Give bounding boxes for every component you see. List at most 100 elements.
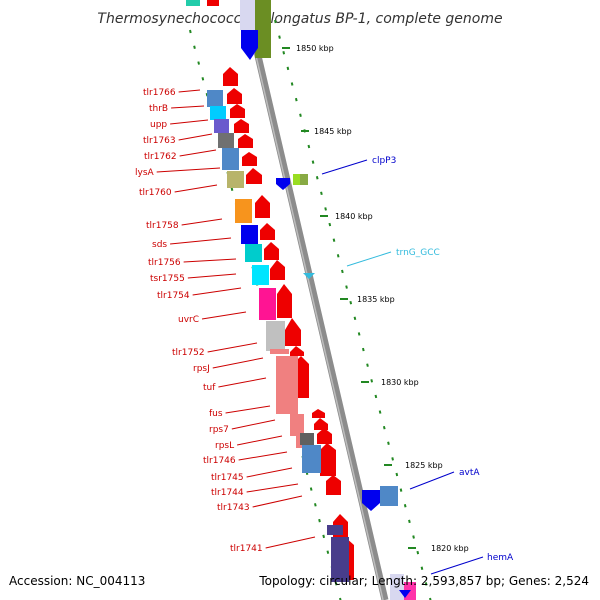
gene-arrow: [242, 152, 257, 166]
reverse-gene-arrow: [399, 590, 411, 598]
label-leader-line: [212, 357, 264, 369]
track-dot: [334, 581, 338, 586]
gene-arrow: [223, 67, 238, 86]
gene-label-clpP3: clpP3: [372, 156, 396, 166]
category-box: [270, 349, 289, 354]
gene-label-tlr1758: tlr1758: [146, 221, 179, 231]
gene-label-uvrC: uvrC: [178, 315, 199, 325]
track-dot: [278, 35, 281, 39]
gene-label-tuf: tuf: [203, 383, 216, 393]
gene-label-avtA: avtA: [459, 468, 480, 478]
gene-label-lysA: lysA: [135, 168, 155, 178]
label-leader-line: [238, 451, 288, 461]
gene-block: [207, 0, 219, 6]
track-dot: [326, 550, 330, 554]
gene-label-tlr1741: tlr1741: [230, 544, 263, 554]
track-dot: [370, 379, 374, 383]
category-box: [227, 171, 244, 188]
track-dot: [357, 332, 361, 336]
track-dot: [193, 45, 196, 50]
label-leader-line: [192, 287, 242, 296]
label-leader-line: [246, 483, 299, 493]
track-dot: [299, 113, 302, 117]
gene-label-tlr1756: tlr1756: [148, 258, 181, 268]
category-box: [218, 133, 234, 148]
reverse-gene-arrow: [276, 178, 290, 190]
track-dot: [332, 238, 336, 242]
category-box: [302, 445, 321, 473]
category-box: [300, 433, 314, 445]
track-dot: [391, 457, 394, 461]
track-dot: [366, 363, 369, 367]
label-leader-line: [207, 342, 258, 353]
category-box: [266, 321, 285, 351]
label-leader-line: [246, 467, 293, 478]
kbp-ruler: 1850 kbp 1845 kbp 1840 kbp 1835 kbp 1830…: [282, 44, 469, 553]
label-leader-line: [170, 237, 232, 245]
category-box: [327, 525, 343, 535]
top-features: [186, 0, 271, 60]
genome-backbone: [241, 0, 389, 600]
label-leader-line: [265, 536, 316, 549]
track-dot: [282, 51, 286, 55]
gene-label-rps7: rps7: [209, 425, 229, 435]
track-dot: [286, 66, 290, 71]
track-dot: [294, 97, 298, 102]
outer-dotted-track: [274, 19, 432, 600]
track-dot: [315, 175, 319, 180]
label-leader-line: [156, 167, 221, 173]
track-dot: [420, 566, 424, 570]
category-box: [259, 288, 276, 320]
gene-arrow: [260, 223, 275, 240]
map-title: Thermosynechococcus elongatus BP-1, comp…: [97, 11, 502, 27]
gene-label-tlr1752: tlr1752: [172, 348, 205, 358]
label-leader-line: [178, 89, 201, 93]
ruler-label: 1840 kbp: [335, 212, 373, 221]
label-leader-line: [171, 105, 205, 109]
ruler-label: 1850 kbp: [296, 44, 334, 53]
label-leader-line: [201, 311, 247, 320]
gene-arrow: [264, 242, 279, 260]
gene-label-tlr1745: tlr1745: [211, 473, 244, 483]
track-dot: [345, 285, 348, 289]
gene-arrow: [255, 195, 270, 218]
gene-label-tlr1743: tlr1743: [217, 503, 250, 513]
ruler-label: 1830 kbp: [381, 378, 419, 387]
track-dot: [361, 347, 365, 352]
ruler-label: 1820 kbp: [431, 544, 469, 553]
track-dot: [307, 144, 311, 149]
gene-arrow: [270, 260, 285, 280]
gene-label-sds: sds: [152, 240, 167, 250]
label-leader-line: [225, 405, 271, 414]
track-dot: [230, 187, 234, 192]
gene-arrow: [230, 104, 245, 118]
track-dot: [378, 410, 382, 414]
track-dot: [424, 582, 428, 586]
gene-arrow: [285, 318, 301, 346]
track-dot: [189, 29, 192, 34]
ruler-label: 1845 kbp: [314, 127, 352, 136]
ruler-label: 1835 kbp: [357, 295, 395, 304]
track-dot: [201, 77, 205, 81]
category-box: [207, 90, 223, 107]
gene-label-rpsJ: rpsJ: [193, 364, 210, 374]
label-leader-line: [430, 556, 484, 575]
label-leader-line: [181, 218, 223, 226]
category-box: [390, 574, 404, 600]
gene-arrow: [314, 418, 328, 430]
label-leader-line: [183, 258, 237, 263]
gene-label-tlr1766: tlr1766: [143, 88, 176, 98]
gene-arrow: [246, 168, 262, 184]
track-dot: [387, 441, 390, 446]
track-dot: [408, 519, 411, 524]
track-dot: [353, 316, 357, 321]
category-box: [300, 174, 308, 185]
gene-block: [186, 0, 200, 6]
category-box: [214, 119, 229, 133]
label-leader-line: [346, 251, 392, 267]
track-dot: [309, 487, 313, 491]
gene-arrow: [317, 428, 332, 444]
gene-label-tlr1744: tlr1744: [211, 488, 244, 498]
track-dot: [412, 535, 415, 539]
